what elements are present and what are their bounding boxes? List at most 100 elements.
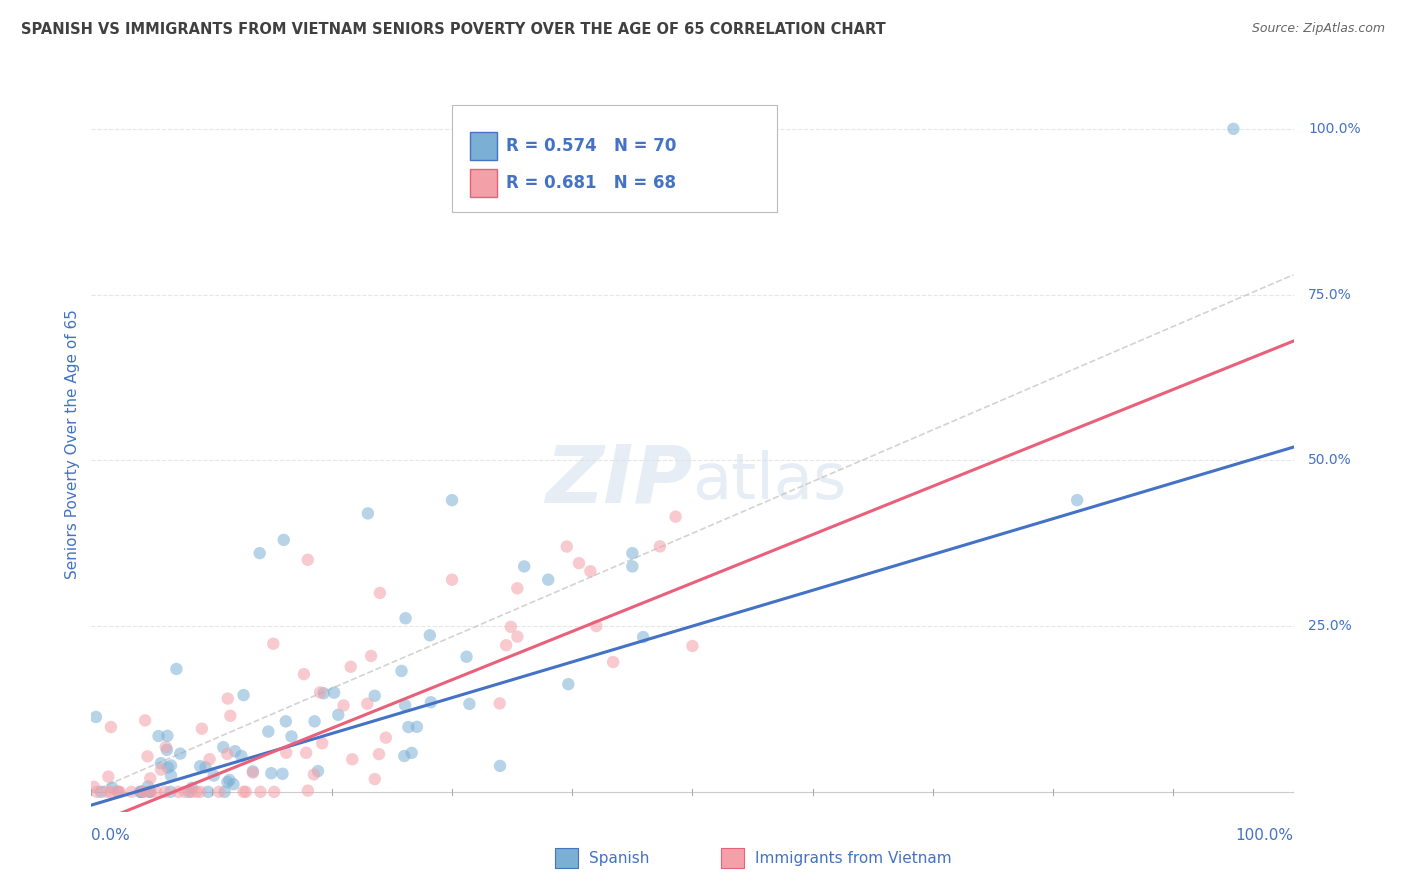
Point	[222, 777, 245, 791]
Point	[621, 559, 644, 574]
Text: atlas: atlas	[692, 450, 846, 512]
Point	[148, 729, 170, 743]
Point	[160, 769, 183, 783]
Text: R = 0.574   N = 70: R = 0.574 N = 70	[506, 137, 676, 155]
Point	[364, 689, 387, 703]
Point	[631, 630, 654, 644]
Text: Spanish: Spanish	[589, 851, 650, 865]
Point	[132, 785, 155, 799]
Point	[96, 785, 118, 799]
Point	[169, 747, 191, 761]
Point	[312, 686, 335, 700]
Point	[217, 775, 239, 789]
Point	[394, 611, 416, 625]
Text: ZIP: ZIP	[546, 442, 692, 519]
Point	[186, 785, 208, 799]
Text: 75.0%: 75.0%	[1308, 287, 1351, 301]
Point	[419, 695, 441, 709]
Point	[440, 493, 463, 508]
Point	[84, 710, 107, 724]
Point	[235, 785, 257, 799]
Point	[495, 638, 517, 652]
Bar	[721, 848, 744, 868]
Point	[302, 767, 325, 781]
Point	[368, 747, 391, 761]
Point	[197, 785, 219, 799]
Point	[218, 772, 240, 787]
Point	[165, 662, 187, 676]
Text: SPANISH VS IMMIGRANTS FROM VIETNAM SENIORS POVERTY OVER THE AGE OF 65 CORRELATIO: SPANISH VS IMMIGRANTS FROM VIETNAM SENIO…	[21, 22, 886, 37]
Point	[257, 724, 280, 739]
Point	[180, 780, 202, 795]
Point	[214, 785, 236, 799]
Point	[297, 553, 319, 567]
Point	[129, 785, 152, 799]
Point	[224, 744, 246, 758]
Point	[357, 507, 380, 521]
Point	[458, 697, 481, 711]
Point	[219, 708, 242, 723]
Point	[97, 770, 120, 784]
Point	[90, 785, 112, 799]
Point	[1066, 493, 1088, 508]
Point	[276, 746, 298, 760]
Point	[107, 785, 129, 799]
Point	[120, 785, 142, 799]
Point	[108, 785, 131, 799]
Point	[134, 714, 156, 728]
Point	[356, 697, 378, 711]
Point	[194, 760, 217, 774]
Point	[297, 783, 319, 797]
Point	[568, 556, 591, 570]
Point	[295, 746, 318, 760]
Point	[136, 749, 159, 764]
Point	[648, 540, 671, 554]
Text: Immigrants from Vietnam: Immigrants from Vietnam	[755, 851, 952, 865]
Point	[160, 758, 183, 772]
Point	[304, 714, 326, 729]
Y-axis label: Seniors Poverty Over the Age of 65: Seniors Poverty Over the Age of 65	[65, 309, 80, 579]
Point	[401, 746, 423, 760]
Point	[406, 720, 429, 734]
Text: 0.0%: 0.0%	[91, 829, 131, 843]
Point	[273, 533, 295, 547]
Bar	[470, 133, 496, 161]
Point	[263, 785, 285, 799]
Point	[177, 785, 200, 799]
Point	[506, 582, 529, 596]
Point	[271, 766, 294, 780]
Text: R = 0.681   N = 68: R = 0.681 N = 68	[506, 174, 676, 193]
Point	[156, 760, 179, 774]
Point	[188, 759, 211, 773]
Bar	[470, 169, 496, 197]
Point	[374, 731, 396, 745]
Point	[249, 785, 271, 799]
Point	[311, 736, 333, 750]
Point	[188, 785, 211, 799]
Point	[100, 720, 122, 734]
Point	[83, 780, 105, 794]
Point	[173, 785, 195, 799]
Point	[309, 685, 332, 699]
Point	[191, 722, 214, 736]
Point	[665, 509, 688, 524]
Point	[391, 664, 413, 678]
Point	[150, 763, 173, 777]
Point	[360, 648, 382, 663]
Point	[101, 780, 124, 795]
Point	[368, 586, 391, 600]
Point	[506, 630, 529, 644]
Point	[274, 714, 297, 729]
Point	[1222, 121, 1244, 136]
Point	[396, 720, 419, 734]
Point	[555, 540, 578, 554]
Point	[328, 707, 350, 722]
Point	[537, 573, 560, 587]
Point	[139, 785, 162, 799]
Point	[419, 628, 441, 642]
Point	[159, 785, 181, 799]
Point	[280, 730, 302, 744]
Point	[156, 743, 179, 757]
Point	[212, 740, 235, 755]
Point	[602, 655, 624, 669]
